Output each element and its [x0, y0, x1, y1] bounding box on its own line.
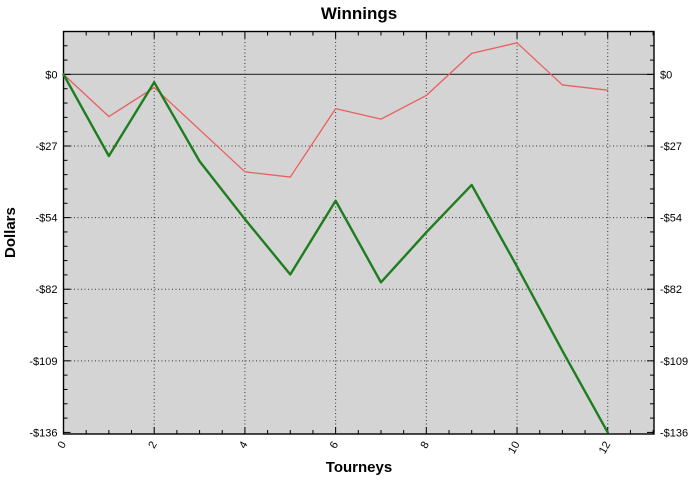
y-tick-label-right: -$109: [660, 356, 688, 368]
x-tick-label: 10: [506, 440, 523, 457]
y-tick-label-right: $0: [660, 69, 672, 81]
x-tick-label: 2: [146, 440, 159, 451]
y-tick-label-right: -$82: [660, 284, 682, 296]
x-tick-label: 8: [418, 440, 431, 451]
chart-title: Winnings: [320, 4, 398, 23]
y-tick-label-left: $0: [45, 69, 57, 81]
y-tick-label-left: -$82: [35, 284, 57, 296]
y-tick-label-left: -$109: [29, 356, 57, 368]
x-tick-label: 4: [237, 440, 250, 451]
y-tick-label-right: -$27: [660, 141, 682, 153]
x-tick-label: 6: [328, 440, 341, 451]
session-line-red: [62, 42, 609, 178]
x-axis-title: Tourneys: [325, 459, 393, 476]
x-tick-label: 0: [56, 440, 69, 451]
y-tick-label-left: -$136: [29, 427, 57, 439]
y-tick-label-left: -$27: [35, 141, 57, 153]
total-line-green: [62, 73, 609, 434]
y-tick-label-left: -$54: [35, 213, 57, 225]
plot-border: [62, 30, 655, 435]
y-axis-title: Dollars: [2, 207, 19, 259]
x-tick-label: 12: [597, 440, 614, 457]
plot-area: [63, 31, 654, 434]
y-tick-label-right: -$136: [660, 427, 688, 439]
y-tick-label-right: -$54: [660, 213, 682, 225]
